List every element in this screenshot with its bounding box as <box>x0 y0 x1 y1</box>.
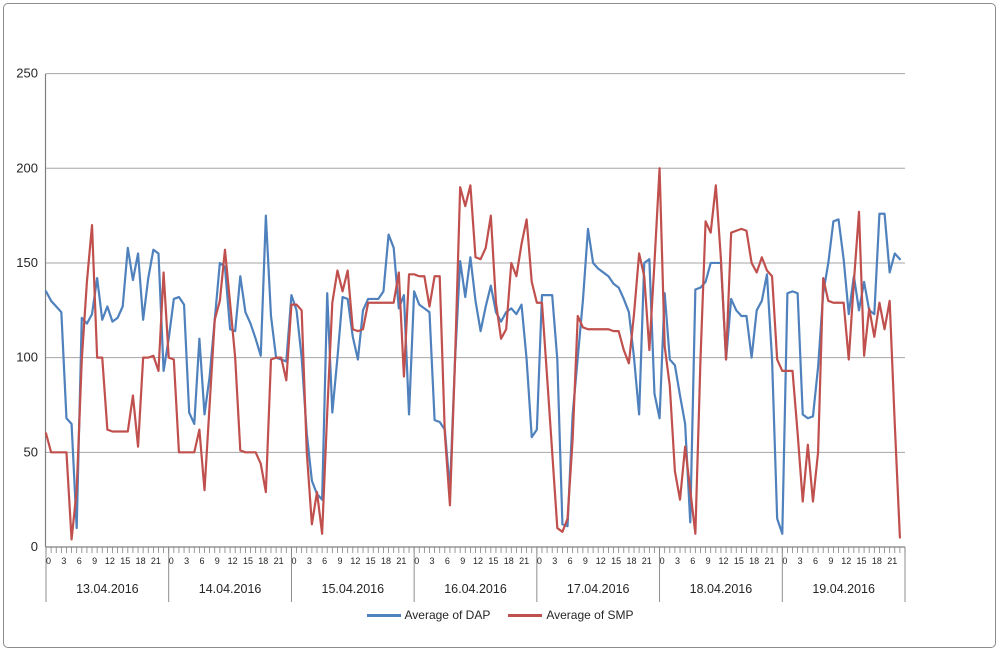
hour-tick-label: 0 <box>169 556 174 566</box>
y-axis-tick-label: 250 <box>16 66 38 81</box>
date-label: 19.04.2016 <box>812 582 875 596</box>
smp-series-line <box>44 167 901 541</box>
date-label: 13.04.2016 <box>76 582 139 596</box>
dap-line-swatch <box>366 613 401 617</box>
hour-tick-label: 12 <box>473 556 483 566</box>
hour-tick-label: 3 <box>307 556 312 566</box>
hour-tick-label: 9 <box>828 556 833 566</box>
hour-tick-label: 15 <box>734 556 744 566</box>
date-label: 18.04.2016 <box>690 582 753 596</box>
hour-tick-label: 18 <box>136 556 146 566</box>
hour-tick-label: 18 <box>258 556 268 566</box>
hour-tick-label: 0 <box>537 556 542 566</box>
smp-line-swatch <box>508 613 543 617</box>
hour-tick-label: 15 <box>488 556 498 566</box>
y-axis-tick-label: 100 <box>16 350 38 365</box>
hour-tick-label: 6 <box>322 556 327 566</box>
hour-tick-label: 21 <box>396 556 406 566</box>
hour-tick-label: 12 <box>105 556 115 566</box>
date-label: 14.04.2016 <box>199 582 262 596</box>
dap-series-line <box>44 212 901 535</box>
y-axis-tick-label: 0 <box>31 539 38 554</box>
hour-tick-label: 0 <box>660 556 665 566</box>
hour-tick-label: 15 <box>120 556 130 566</box>
chart-legend: Average of DAP Average of SMP <box>0 608 1000 622</box>
hour-tick-label: 3 <box>675 556 680 566</box>
hour-tick-label: 9 <box>92 556 97 566</box>
hour-tick-label: 21 <box>764 556 774 566</box>
y-axis-tick-label: 200 <box>16 160 38 175</box>
hour-tick-label: 15 <box>366 556 376 566</box>
hour-tick-label: 18 <box>504 556 514 566</box>
hour-tick-label: 3 <box>430 556 435 566</box>
legend-label-dap: Average of DAP <box>404 608 491 622</box>
legend-item-dap: Average of DAP <box>366 608 491 622</box>
hour-tick-label: 3 <box>552 556 557 566</box>
hour-tick-label: 12 <box>596 556 606 566</box>
hour-tick-label: 0 <box>291 556 296 566</box>
hour-tick-label: 9 <box>706 556 711 566</box>
hour-tick-label: 18 <box>872 556 882 566</box>
hour-tick-label: 3 <box>798 556 803 566</box>
date-label: 16.04.2016 <box>444 582 507 596</box>
hour-tick-label: 9 <box>583 556 588 566</box>
hour-tick-label: 21 <box>887 556 897 566</box>
hour-tick-label: 21 <box>274 556 284 566</box>
hour-tick-label: 18 <box>626 556 636 566</box>
hour-tick-label: 6 <box>445 556 450 566</box>
hour-tick-label: 15 <box>857 556 867 566</box>
hour-tick-label: 15 <box>611 556 621 566</box>
hour-tick-label: 9 <box>215 556 220 566</box>
hour-tick-label: 18 <box>381 556 391 566</box>
date-label: 17.04.2016 <box>567 582 630 596</box>
hour-tick-label: 9 <box>337 556 342 566</box>
hour-tick-label: 0 <box>782 556 787 566</box>
hour-tick-label: 9 <box>460 556 465 566</box>
y-axis-tick-label: 50 <box>24 444 38 459</box>
hour-tick-label: 3 <box>184 556 189 566</box>
hour-tick-label: 21 <box>519 556 529 566</box>
hour-tick-label: 15 <box>243 556 253 566</box>
hour-tick-label: 12 <box>350 556 360 566</box>
hour-tick-label: 6 <box>199 556 204 566</box>
hour-tick-label: 6 <box>690 556 695 566</box>
hour-tick-label: 12 <box>718 556 728 566</box>
legend-item-smp: Average of SMP <box>508 608 634 622</box>
hour-tick-label: 18 <box>749 556 759 566</box>
hour-tick-label: 6 <box>813 556 818 566</box>
hour-tick-label: 21 <box>151 556 161 566</box>
hour-tick-label: 6 <box>568 556 573 566</box>
hour-tick-label: 0 <box>414 556 419 566</box>
hour-tick-label: 0 <box>46 556 51 566</box>
y-axis-tick-label: 150 <box>16 255 38 270</box>
hour-tick-label: 12 <box>228 556 238 566</box>
date-label: 15.04.2016 <box>322 582 385 596</box>
hour-tick-label: 3 <box>61 556 66 566</box>
hour-tick-label: 21 <box>642 556 652 566</box>
hour-tick-label: 12 <box>841 556 851 566</box>
legend-label-smp: Average of SMP <box>546 608 634 622</box>
hour-tick-label: 6 <box>77 556 82 566</box>
